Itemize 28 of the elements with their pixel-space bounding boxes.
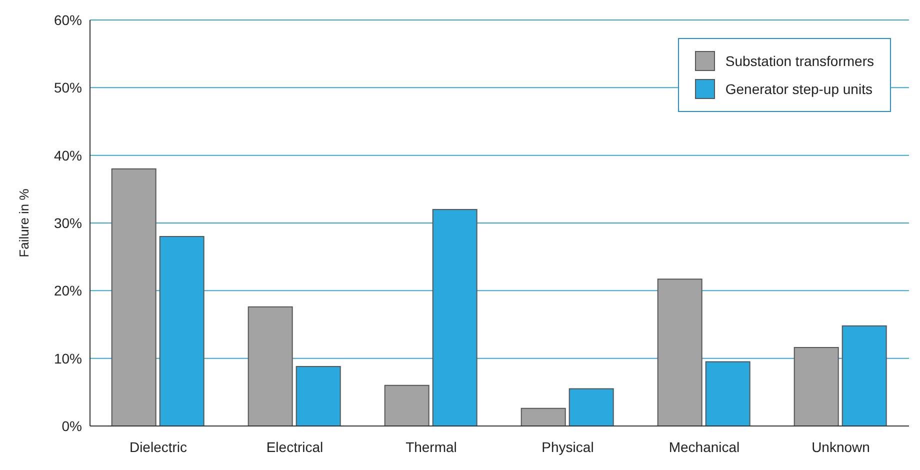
x-tick-label: Physical <box>542 438 594 455</box>
x-tick-label: Dielectric <box>129 438 188 455</box>
y-tick-label: 40% <box>54 147 82 164</box>
bar <box>432 208 478 426</box>
bar <box>657 278 702 426</box>
bar <box>111 168 156 426</box>
bar <box>568 388 614 426</box>
x-tick-label: Thermal <box>406 438 457 455</box>
x-tick-label: Mechanical <box>668 438 740 455</box>
bar <box>159 236 204 426</box>
bar <box>705 361 750 426</box>
x-tick-label: Unknown <box>812 438 870 455</box>
legend-label: Substation transformers <box>725 53 874 69</box>
y-tick-label: 0% <box>62 418 82 434</box>
bar <box>794 347 839 426</box>
x-tick-label: Electrical <box>266 438 324 455</box>
bar <box>296 366 341 426</box>
y-axis-title: Failure in % <box>16 188 32 258</box>
legend-label: Generator step-up units <box>725 81 872 97</box>
bar <box>842 325 887 426</box>
bar <box>520 408 566 426</box>
bar <box>384 384 430 426</box>
y-tick-label: 60% <box>54 12 82 28</box>
y-tick-label: 30% <box>54 214 82 231</box>
y-tick-label: 50% <box>54 80 82 96</box>
y-tick-label: 20% <box>54 282 82 299</box>
y-tick-label: 10% <box>54 350 82 366</box>
bar <box>248 306 293 426</box>
